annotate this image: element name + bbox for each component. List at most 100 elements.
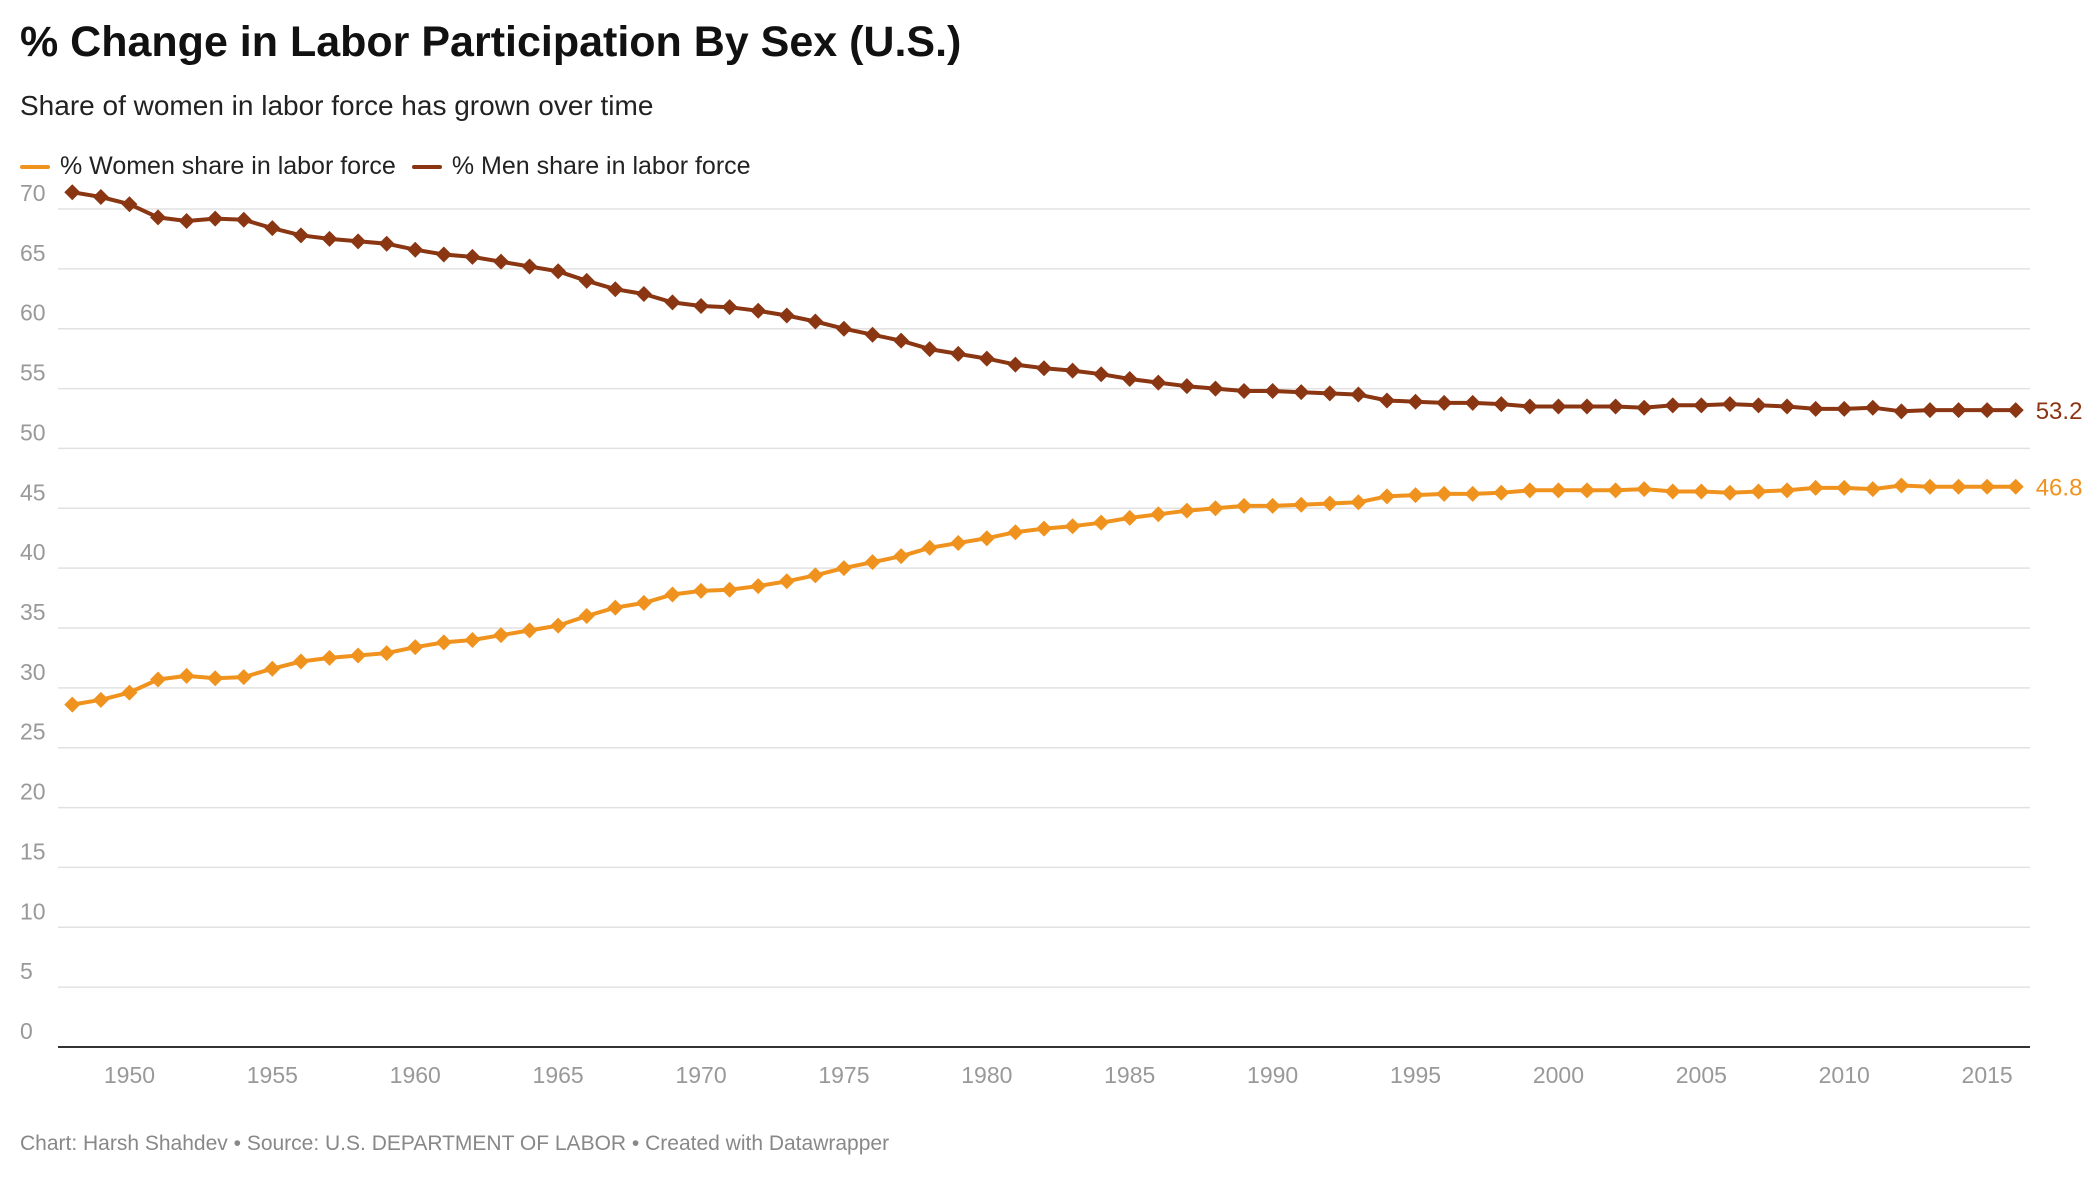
data-point-women — [64, 696, 81, 713]
footer-separator: • — [626, 1132, 646, 1155]
data-point-men — [1864, 399, 1881, 416]
legend-item-women[interactable]: % Women share in labor force — [20, 152, 396, 181]
data-point-women — [264, 660, 281, 677]
data-point-men — [1350, 386, 1367, 403]
data-point-women — [321, 649, 338, 666]
data-point-men — [1721, 396, 1738, 413]
x-tick-label: 1995 — [1390, 1062, 1441, 1088]
data-point-men — [550, 263, 567, 280]
data-point-women — [235, 669, 252, 686]
x-tick-label: 1975 — [818, 1062, 869, 1088]
x-tick-label: 1980 — [961, 1062, 1012, 1088]
data-point-men — [1321, 385, 1338, 402]
data-point-men — [664, 294, 681, 311]
data-point-men — [1579, 398, 1596, 415]
x-tick-label: 2005 — [1676, 1062, 1727, 1088]
data-point-men — [578, 272, 595, 289]
legend-label-men: % Men share in labor force — [451, 152, 751, 180]
data-point-women — [864, 554, 881, 571]
y-tick-label: 65 — [20, 240, 46, 266]
data-point-men — [1493, 396, 1510, 413]
x-tick-label: 2010 — [1819, 1062, 1870, 1088]
data-point-men — [1950, 402, 1967, 419]
data-point-women — [207, 670, 224, 687]
legend-swatch-men — [411, 164, 442, 169]
data-point-men — [1979, 402, 1996, 419]
data-point-women — [1664, 483, 1681, 500]
data-point-women — [607, 599, 624, 616]
data-point-women — [92, 691, 109, 708]
data-point-women — [150, 671, 167, 688]
data-point-men — [1150, 374, 1167, 391]
data-point-men — [1921, 402, 1938, 419]
data-point-men — [635, 285, 652, 302]
y-tick-label: 35 — [20, 599, 46, 625]
data-point-men — [2007, 402, 2024, 419]
data-point-women — [807, 567, 824, 584]
data-point-women — [407, 639, 424, 656]
x-tick-label: 2000 — [1533, 1062, 1584, 1088]
end-value-label-men: 53.2 — [2036, 398, 2083, 425]
y-tick-label: 10 — [20, 898, 46, 924]
series-line-men — [70, 190, 2018, 414]
y-tick-label: 45 — [20, 479, 46, 505]
x-tick-label: 1990 — [1247, 1062, 1298, 1088]
y-tick-label: 0 — [20, 1018, 33, 1044]
data-point-women — [893, 548, 910, 565]
data-point-women — [1407, 487, 1424, 504]
data-point-men — [1464, 394, 1481, 411]
chart-footer: Chart: Harsh Shahdev • Source: U.S. DEPA… — [20, 1132, 889, 1156]
data-point-men — [92, 189, 109, 206]
data-point-women — [2007, 478, 2024, 495]
data-point-men — [950, 345, 967, 362]
data-point-men — [1264, 382, 1281, 399]
data-point-women — [750, 578, 767, 595]
chart-subtitle: Share of women in labor force has grown … — [20, 90, 654, 121]
data-point-women — [435, 634, 452, 651]
data-point-men — [1093, 366, 1110, 383]
y-tick-label: 60 — [20, 300, 46, 326]
data-point-women — [1007, 524, 1024, 541]
x-tick-label: 1985 — [1104, 1062, 1155, 1088]
data-point-men — [207, 210, 224, 227]
data-point-men — [350, 233, 367, 250]
data-point-women — [1979, 478, 1996, 495]
data-point-men — [264, 220, 281, 237]
data-point-men — [64, 184, 81, 201]
data-point-men — [1836, 400, 1853, 417]
x-tick-label: 2015 — [1962, 1062, 2013, 1088]
y-tick-label: 30 — [20, 659, 46, 685]
data-point-women — [1807, 479, 1824, 496]
data-point-men — [721, 299, 738, 316]
data-point-men — [1607, 398, 1624, 415]
data-point-men — [807, 313, 824, 330]
data-point-women — [1521, 482, 1538, 499]
end-value-label-women: 46.8 — [2036, 475, 2083, 502]
footer-source: Source: U.S. DEPARTMENT OF LABOR — [246, 1132, 627, 1155]
data-point-men — [1664, 397, 1681, 414]
data-point-women — [1864, 481, 1881, 498]
data-point-women — [1550, 482, 1567, 499]
x-tick-label: 1960 — [390, 1062, 441, 1088]
data-point-women — [1093, 514, 1110, 531]
data-point-men — [1036, 360, 1052, 377]
data-point-men — [1007, 356, 1024, 373]
data-point-men — [1893, 403, 1910, 420]
data-point-women — [1607, 482, 1624, 499]
data-point-women — [1036, 520, 1052, 537]
data-point-women — [721, 581, 738, 598]
data-point-men — [407, 241, 424, 258]
data-point-women — [950, 535, 967, 552]
legend-label-women: % Women share in labor force — [60, 152, 396, 180]
data-point-women — [521, 622, 538, 639]
data-point-women — [1950, 478, 1967, 495]
legend-item-men[interactable]: % Men share in labor force — [411, 152, 751, 181]
data-point-women — [1721, 484, 1738, 501]
data-point-women — [1150, 506, 1167, 523]
x-tick-label: 1965 — [533, 1062, 584, 1088]
data-point-men — [693, 297, 710, 314]
y-tick-label: 25 — [20, 719, 46, 745]
data-point-men — [1636, 399, 1653, 416]
data-point-women — [1464, 485, 1481, 502]
